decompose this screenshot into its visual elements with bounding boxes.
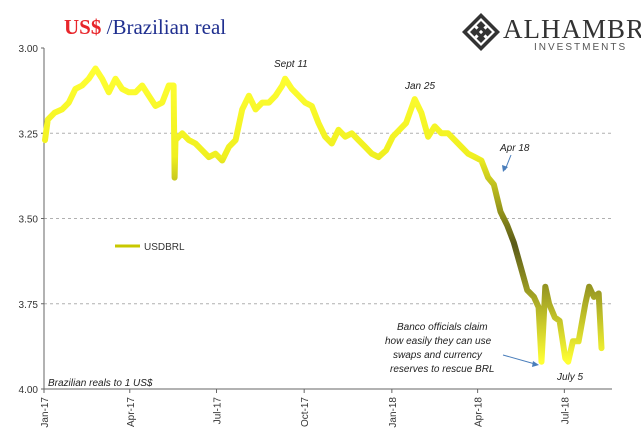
brand-logo: ALHAMBRA INVESTMENTS [459,10,641,60]
grid-lines [44,132,612,305]
y-tick-label: 3.00 [19,44,39,55]
legend-label-usdbrl: USDBRL [144,242,185,253]
x-tick-label: Jan-17 [40,397,51,428]
series-usdbrl [42,65,605,365]
annotation-banco-line2: how easily they can use [385,336,492,347]
title-pair: /Brazilian real [101,15,227,39]
annotation-apr-18: Apr 18 [499,143,530,154]
x-tick-label: Jan-18 [388,397,399,428]
diamond-lattice-icon [462,13,500,51]
chart-title: US$ /Brazilian real [64,15,226,40]
annotation-banco-line1: Banco officials claim [397,322,488,333]
x-tick-label: Apr-18 [474,397,485,427]
arrow-banco [502,354,536,365]
annotation-sept-11: Sept 11 [274,59,308,70]
title-currency: US$ [64,15,102,39]
annotation-jan-25: Jan 25 [404,81,435,92]
annotation-july-5: July 5 [556,372,584,383]
logo-name: ALHAMBRA [503,14,641,44]
series-line-usdbrl [42,65,605,365]
arrow-head-apr-18 [502,165,508,172]
legend: USDBRL [115,242,185,253]
y-tick-label: 3.25 [19,129,39,140]
y-axis-ticks: 3.00 3.25 3.50 3.75 4.00 [19,44,44,396]
annotation-banco-line4: reserves to rescue BRL [390,364,495,375]
y-tick-label: 3.75 [19,300,39,311]
y-tick-label: 4.00 [19,385,39,396]
arrow-head-banco [532,361,539,367]
chart-note: Brazilian reals to 1 US$ [48,378,153,389]
x-tick-label: Jul-18 [560,397,571,425]
x-tick-label: Jul-17 [212,397,223,425]
annotations: Sept 11 Jan 25 Apr 18 July 5 Banco offic… [48,59,584,389]
x-axis-ticks: Jan-17 Apr-17 Jul-17 Oct-17 Jan-18 Apr-18 Jul-… [40,389,571,428]
x-tick-label: Oct-17 [300,397,311,427]
annotation-banco-line3: swaps and currency [393,350,483,361]
y-tick-label: 3.50 [19,215,39,226]
logo-subtitle: INVESTMENTS [534,42,628,53]
x-tick-label: Apr-17 [126,397,137,427]
